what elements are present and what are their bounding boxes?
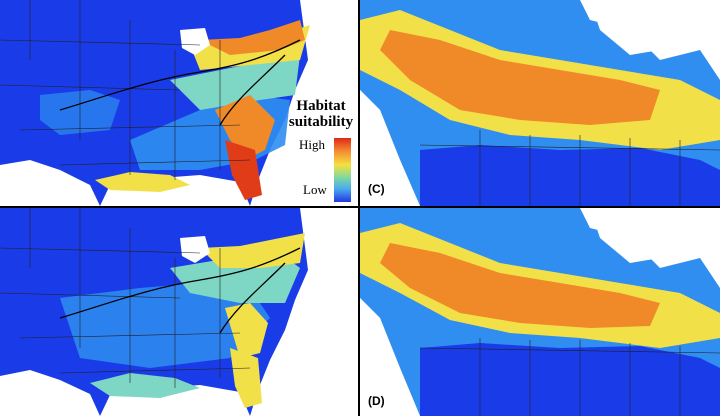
legend-low-label: Low <box>303 182 327 197</box>
map-panel-d: (D) <box>360 208 720 416</box>
legend-high-label: High <box>299 137 325 152</box>
legend-color-bar <box>334 138 351 202</box>
map-panel-a: (A) Habitat suitability High Low <box>0 0 360 208</box>
map-panel-c: (C) <box>360 0 720 208</box>
map-b-svg <box>0 208 358 416</box>
panel-label-c: (C) <box>368 182 385 196</box>
map-c-svg <box>360 0 720 206</box>
map-panel-b: (B) <box>0 208 360 416</box>
panel-label-b: (B) <box>6 394 23 408</box>
legend-title-line1: Habitat <box>296 98 346 114</box>
map-d-svg <box>360 208 720 416</box>
panel-label-d: (D) <box>368 394 385 408</box>
panel-label-a: (A) <box>6 182 23 196</box>
map-a-svg <box>0 0 358 206</box>
legend: Habitat suitability High Low <box>286 98 356 204</box>
legend-title-line2: suitability <box>288 114 354 130</box>
